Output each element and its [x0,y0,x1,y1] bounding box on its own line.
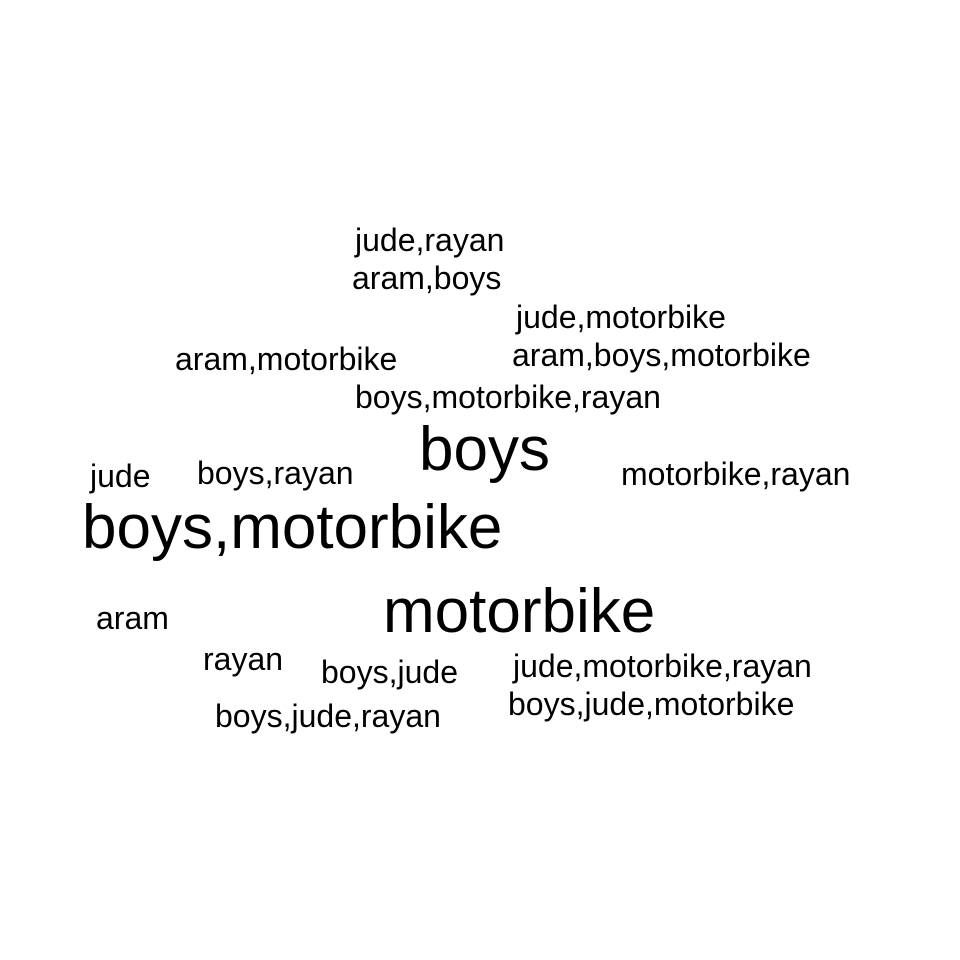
word-jude-motorbike: jude,motorbike [516,299,726,335]
word-jude: jude [90,458,151,494]
word-jude-rayan: jude,rayan [355,222,505,258]
word-jude-motorbike-rayan: jude,motorbike,rayan [513,648,812,684]
word-motorbike-rayan: motorbike,rayan [621,456,851,492]
word-boys-rayan: boys,rayan [197,455,354,491]
word-aram: aram [96,600,169,636]
word-boys-jude: boys,jude [321,654,458,690]
word-rayan: rayan [203,641,284,677]
word-boys-motorbike: boys,motorbike [82,493,503,562]
word-boys-motorbike-rayan: boys,motorbike,rayan [355,379,661,415]
word-boys-jude-rayan: boys,jude,rayan [215,698,441,734]
word-boys-jude-motorbike: boys,jude,motorbike [508,686,795,722]
word-aram-boys: aram,boys [352,260,502,296]
word-motorbike: motorbike [383,577,656,646]
word-boys: boys [419,415,550,484]
word-aram-boys-motorbike: aram,boys,motorbike [512,337,811,373]
word-aram-motorbike: aram,motorbike [175,341,398,377]
